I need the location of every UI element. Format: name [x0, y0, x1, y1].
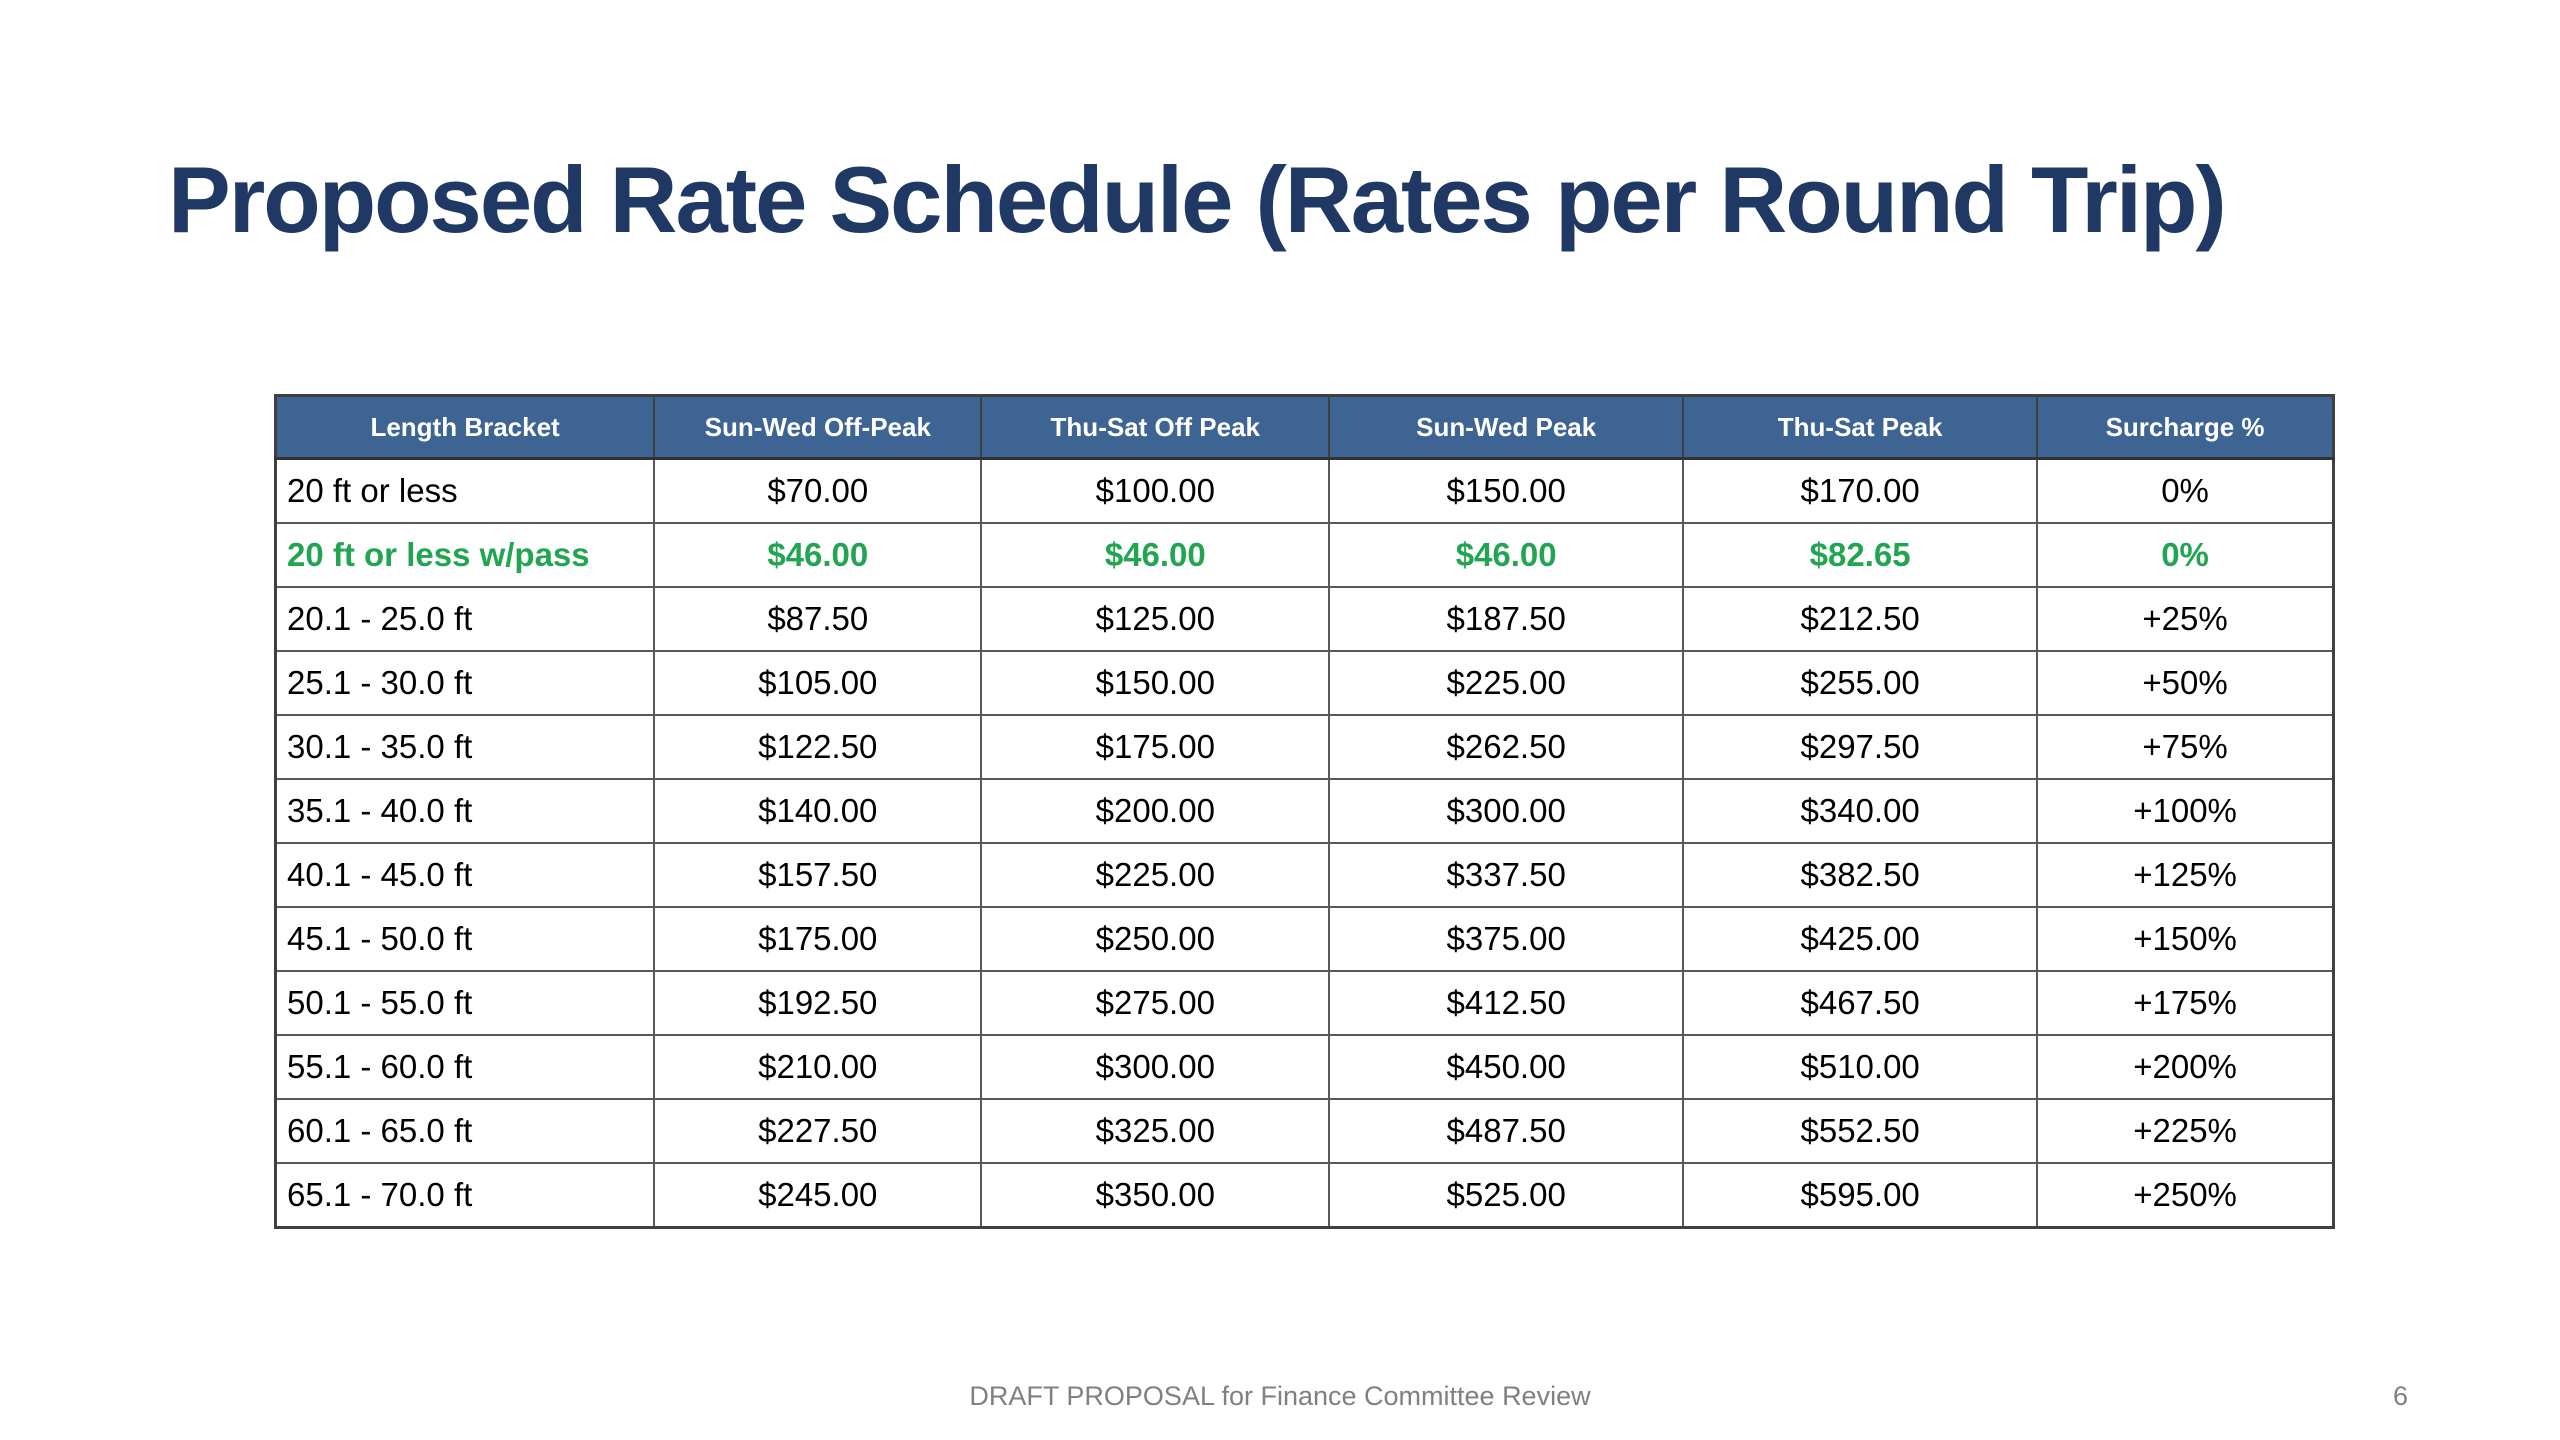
row-label: 45.1 - 50.0 ft	[274, 906, 656, 972]
rate-cell: $325.00	[980, 1098, 1331, 1164]
row-label: 55.1 - 60.0 ft	[274, 1034, 656, 1100]
surcharge-cell: +225%	[2036, 1098, 2335, 1164]
table-row: 25.1 - 30.0 ft $105.00 $150.00 $225.00 $255.…	[274, 650, 2335, 716]
surcharge-cell: 0%	[2036, 457, 2335, 524]
footer-text: DRAFT PROPOSAL for Finance Committee Rev…	[969, 1381, 1591, 1411]
row-label: 25.1 - 30.0 ft	[274, 650, 656, 716]
surcharge-cell: +75%	[2036, 714, 2335, 780]
row-label: 35.1 - 40.0 ft	[274, 778, 656, 844]
rate-cell: $175.00	[980, 714, 1331, 780]
rate-cell: $375.00	[1328, 906, 1685, 972]
row-label: 30.1 - 35.0 ft	[274, 714, 656, 780]
rate-cell: $225.00	[980, 842, 1331, 908]
surcharge-cell: +50%	[2036, 650, 2335, 716]
row-label: 20 ft or less w/pass	[274, 522, 656, 588]
surcharge-cell: +250%	[2036, 1162, 2335, 1229]
row-label: 20 ft or less	[274, 457, 656, 524]
rate-cell: $140.00	[653, 778, 983, 844]
table-row: 55.1 - 60.0 ft $210.00 $300.00 $450.00 $510.…	[274, 1034, 2335, 1100]
rate-cell: $225.00	[1328, 650, 1685, 716]
rate-cell: $300.00	[980, 1034, 1331, 1100]
rate-cell: $46.00	[653, 522, 983, 588]
table-row: 35.1 - 40.0 ft $140.00 $200.00 $300.00 $340.…	[274, 778, 2335, 844]
table-row: 65.1 - 70.0 ft $245.00 $350.00 $525.00 $595.…	[274, 1162, 2335, 1229]
table-row: 20.1 - 25.0 ft $87.50 $125.00 $187.50 $212.5…	[274, 586, 2335, 652]
row-label: 50.1 - 55.0 ft	[274, 970, 656, 1036]
rate-cell: $105.00	[653, 650, 983, 716]
column-header: Length Bracket	[274, 394, 656, 460]
rate-cell: $100.00	[980, 457, 1331, 524]
rate-cell: $467.50	[1682, 970, 2039, 1036]
rate-cell: $150.00	[980, 650, 1331, 716]
row-label: 40.1 - 45.0 ft	[274, 842, 656, 908]
table-row: 40.1 - 45.0 ft $157.50 $225.00 $337.50 $382.…	[274, 842, 2335, 908]
table-row: 30.1 - 35.0 ft $122.50 $175.00 $262.50 $297.…	[274, 714, 2335, 780]
rate-cell: $200.00	[980, 778, 1331, 844]
rate-cell: $250.00	[980, 906, 1331, 972]
rate-cell: $595.00	[1682, 1162, 2039, 1229]
column-header: Thu-Sat Peak	[1682, 394, 2039, 460]
rate-cell: $46.00	[1328, 522, 1685, 588]
rate-cell: $125.00	[980, 586, 1331, 652]
rate-cell: $210.00	[653, 1034, 983, 1100]
surcharge-cell: 0%	[2036, 522, 2335, 588]
rate-cell: $70.00	[653, 457, 983, 524]
row-label: 65.1 - 70.0 ft	[274, 1162, 656, 1229]
rate-cell: $245.00	[653, 1162, 983, 1229]
table-row: 50.1 - 55.0 ft $192.50 $275.00 $412.50 $467.…	[274, 970, 2335, 1036]
rate-cell: $187.50	[1328, 586, 1685, 652]
rate-cell: $46.00	[980, 522, 1331, 588]
row-label: 20.1 - 25.0 ft	[274, 586, 656, 652]
rate-cell: $425.00	[1682, 906, 2039, 972]
table-row: 60.1 - 65.0 ft $227.50 $325.00 $487.50 $552.…	[274, 1098, 2335, 1164]
rate-cell: $552.50	[1682, 1098, 2039, 1164]
table-row: 20 ft or less w/pass $46.00 $46.00 $46.00 $8…	[274, 522, 2335, 588]
column-header: Surcharge %	[2036, 394, 2335, 460]
rate-cell: $150.00	[1328, 457, 1685, 524]
column-header: Sun-Wed Peak	[1328, 394, 1685, 460]
rate-cell: $450.00	[1328, 1034, 1685, 1100]
rate-cell: $297.50	[1682, 714, 2039, 780]
rate-cell: $255.00	[1682, 650, 2039, 716]
rate-cell: $487.50	[1328, 1098, 1685, 1164]
table-row: 20 ft or less $70.00 $100.00 $150.00 $170.00…	[274, 457, 2335, 524]
rate-cell: $157.50	[653, 842, 983, 908]
surcharge-cell: +125%	[2036, 842, 2335, 908]
rate-cell: $262.50	[1328, 714, 1685, 780]
rate-cell: $87.50	[653, 586, 983, 652]
rate-cell: $192.50	[653, 970, 983, 1036]
column-header: Thu-Sat Off Peak	[980, 394, 1331, 460]
rate-cell: $340.00	[1682, 778, 2039, 844]
rate-cell: $82.65	[1682, 522, 2039, 588]
rate-cell: $412.50	[1328, 970, 1685, 1036]
column-header: Sun-Wed Off-Peak	[653, 394, 983, 460]
rate-cell: $122.50	[653, 714, 983, 780]
surcharge-cell: +100%	[2036, 778, 2335, 844]
rate-cell: $227.50	[653, 1098, 983, 1164]
rate-cell: $175.00	[653, 906, 983, 972]
rate-table: Length Bracket Sun-Wed Off-Peak Thu-Sat Of…	[274, 394, 2335, 1229]
page-number: 6	[2392, 1381, 2408, 1411]
surcharge-cell: +200%	[2036, 1034, 2335, 1100]
rate-cell: $350.00	[980, 1162, 1331, 1229]
rate-cell: $525.00	[1328, 1162, 1685, 1229]
page-title: Proposed Rate Schedule (Rates per Round …	[168, 147, 2227, 252]
surcharge-cell: +175%	[2036, 970, 2335, 1036]
surcharge-cell: +150%	[2036, 906, 2335, 972]
rate-cell: $382.50	[1682, 842, 2039, 908]
rate-cell: $510.00	[1682, 1034, 2039, 1100]
rate-cell: $337.50	[1328, 842, 1685, 908]
rate-cell: $212.50	[1682, 586, 2039, 652]
table-header-row: Length Bracket Sun-Wed Off-Peak Thu-Sat Of…	[274, 394, 2335, 460]
rate-cell: $300.00	[1328, 778, 1685, 844]
row-label: 60.1 - 65.0 ft	[274, 1098, 656, 1164]
surcharge-cell: +25%	[2036, 586, 2335, 652]
rate-cell: $275.00	[980, 970, 1331, 1036]
table-row: 45.1 - 50.0 ft $175.00 $250.00 $375.00 $425.…	[274, 906, 2335, 972]
rate-cell: $170.00	[1682, 457, 2039, 524]
